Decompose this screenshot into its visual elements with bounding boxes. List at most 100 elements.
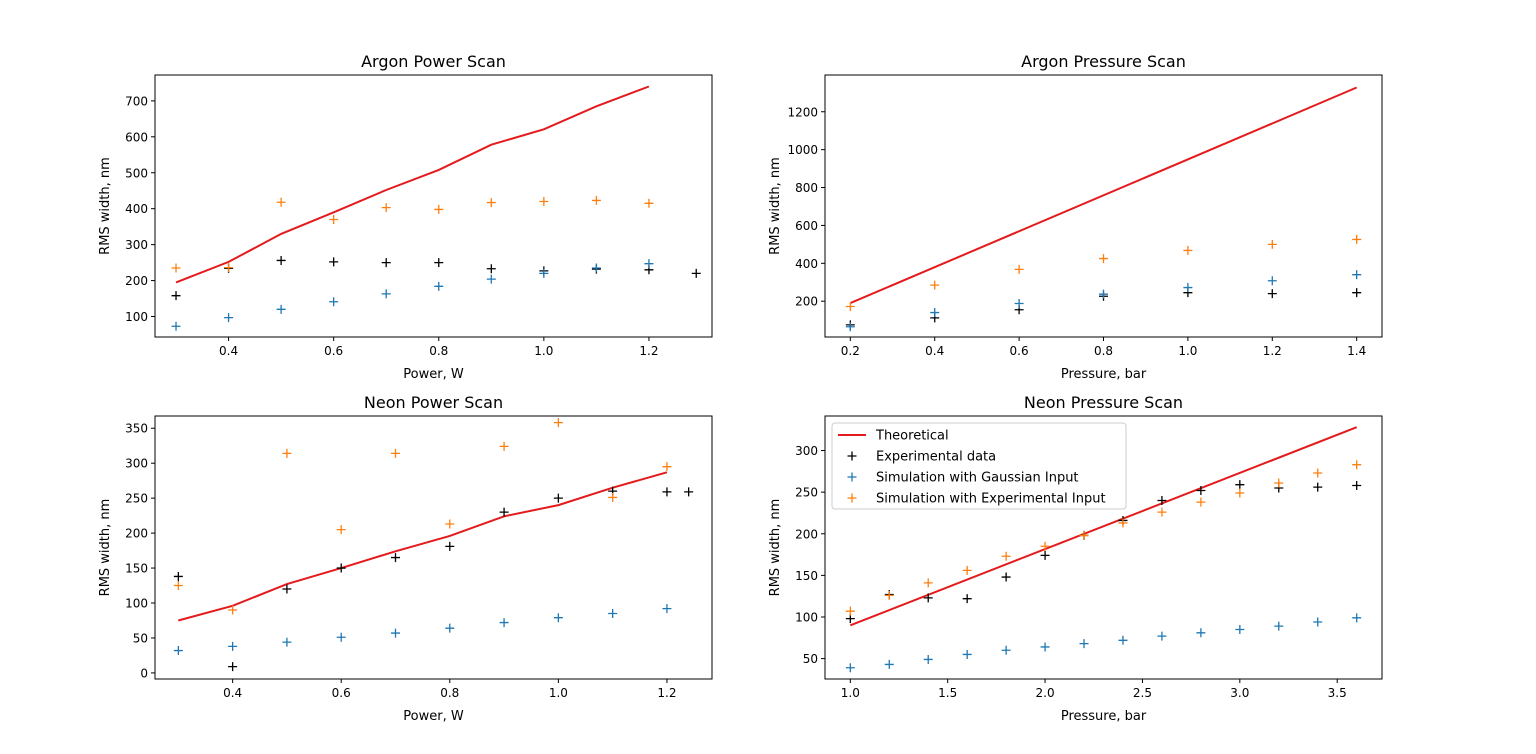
data-point-experimental xyxy=(336,563,346,573)
data-point-experimental xyxy=(1157,495,1167,505)
data-point-experimental-input xyxy=(930,280,940,290)
data-point-gaussian xyxy=(1079,639,1089,649)
data-point-experimental-input xyxy=(445,519,455,529)
data-point-experimental xyxy=(962,594,972,604)
data-point-experimental xyxy=(499,507,509,517)
x-tick-label: 1.4 xyxy=(1347,344,1366,358)
data-point-experimental-input xyxy=(171,263,181,273)
data-point-gaussian xyxy=(1099,289,1108,299)
y-tick-label: 400 xyxy=(795,257,818,271)
data-point-experimental-input xyxy=(1157,507,1167,517)
data-point-gaussian xyxy=(1157,631,1167,641)
data-point-gaussian xyxy=(1235,624,1245,634)
y-tick-label: 400 xyxy=(125,202,148,216)
x-tick-label: 3.0 xyxy=(1230,686,1249,700)
x-tick-label: 3.5 xyxy=(1328,686,1347,700)
y-tick-label: 250 xyxy=(795,486,818,500)
legend-swatch-gaussian xyxy=(847,472,857,482)
legend-label: Simulation with Experimental Input xyxy=(876,492,1106,507)
data-point-experimental xyxy=(1001,572,1011,582)
legend-swatch-experimental-input xyxy=(847,493,857,503)
data-point-experimental-input xyxy=(1040,541,1050,551)
data-point-experimental xyxy=(228,662,238,672)
data-point-experimental-input xyxy=(499,441,509,451)
data-point-gaussian xyxy=(329,297,339,307)
data-point-experimental-input xyxy=(1274,478,1284,488)
data-point-experimental-input xyxy=(282,448,292,458)
data-point-gaussian xyxy=(1183,283,1193,293)
plot-frame xyxy=(154,74,713,338)
data-point-gaussian xyxy=(282,637,292,647)
y-axis-label: RMS width, nm xyxy=(98,499,113,597)
y-tick-label: 800 xyxy=(795,181,818,195)
data-point-experimental-input xyxy=(228,605,238,615)
data-point-experimental xyxy=(1313,482,1323,492)
x-tick-label: 0.8 xyxy=(440,686,459,700)
data-point-experimental xyxy=(445,541,455,551)
series-line-theoretical xyxy=(178,471,668,622)
data-point-gaussian xyxy=(228,641,238,651)
y-tick-label: 1200 xyxy=(787,105,818,119)
data-point-gaussian xyxy=(553,613,563,623)
data-point-experimental xyxy=(486,264,496,274)
legend-label: Simulation with Gaussian Input xyxy=(876,471,1079,486)
y-tick-label: 100 xyxy=(795,610,818,624)
y-tick-label: 50 xyxy=(133,631,148,645)
data-point-gaussian xyxy=(923,654,933,664)
x-tick-label: 0.6 xyxy=(324,344,343,358)
y-tick-label: 50 xyxy=(803,652,818,666)
y-tick-label: 300 xyxy=(795,444,818,458)
data-point-gaussian xyxy=(1352,613,1362,623)
plot-frame xyxy=(824,74,1383,338)
data-point-experimental xyxy=(1040,550,1050,560)
data-point-gaussian xyxy=(171,321,181,331)
legend-box xyxy=(831,422,1127,510)
x-tick-label: 1.0 xyxy=(534,344,553,358)
chart-title: Neon Power Scan xyxy=(364,393,503,412)
y-tick-label: 700 xyxy=(125,94,148,108)
x-tick-label: 0.8 xyxy=(1094,344,1113,358)
x-tick-label: 2.5 xyxy=(1133,686,1152,700)
x-axis-label: Power, W xyxy=(403,709,464,724)
plot-frame xyxy=(154,415,713,680)
x-tick-label: 1.2 xyxy=(639,344,658,358)
y-tick-label: 0 xyxy=(140,666,148,680)
data-point-experimental xyxy=(1196,485,1206,495)
data-point-experimental xyxy=(329,257,339,267)
data-point-experimental-input xyxy=(884,590,894,600)
data-point-experimental xyxy=(1267,289,1277,299)
data-point-experimental xyxy=(662,487,672,497)
chart-panel-1: Argon Power Scan 0.4 0.6 0.8 1.0 1.2 100 200 300… xyxy=(98,52,713,382)
data-point-experimental-input xyxy=(1196,497,1206,507)
data-point-gaussian xyxy=(445,623,455,633)
y-tick-label: 1000 xyxy=(787,143,818,157)
chart-panel-3: Neon Power Scan 0.4 0.6 0.8 1.0 1.2 0 50 100 150 2… xyxy=(98,393,713,724)
data-point-experimental-input xyxy=(962,565,972,575)
y-axis-label: RMS width, nm xyxy=(768,499,783,597)
data-point-gaussian xyxy=(1274,621,1284,631)
data-point-gaussian xyxy=(591,263,601,273)
x-tick-label: 1.0 xyxy=(1178,344,1197,358)
data-point-gaussian xyxy=(539,268,549,278)
data-point-experimental-input xyxy=(1352,234,1362,244)
data-point-experimental xyxy=(434,258,444,268)
data-point-gaussian xyxy=(845,322,855,332)
x-axis-label: Power, W xyxy=(403,367,464,382)
x-tick-label: 1.0 xyxy=(841,686,860,700)
data-point-experimental-input xyxy=(1099,254,1108,264)
data-point-gaussian xyxy=(276,304,286,314)
y-tick-label: 500 xyxy=(125,166,148,180)
chart-panel-2: Argon Pressure Scan 0.2 0.4 0.6 0.8 1.0 1.2 1.4… xyxy=(768,52,1383,382)
data-point-gaussian xyxy=(845,663,855,673)
x-tick-label: 1.0 xyxy=(549,686,568,700)
y-tick-label: 150 xyxy=(125,562,148,576)
data-point-gaussian xyxy=(930,308,940,318)
data-point-experimental-input xyxy=(1079,530,1089,540)
data-point-experimental xyxy=(691,268,701,278)
x-tick-label: 0.4 xyxy=(925,344,944,358)
data-point-experimental-input xyxy=(336,525,346,535)
chart-title: Neon Pressure Scan xyxy=(1024,393,1183,412)
data-point-experimental xyxy=(276,255,286,265)
data-point-gaussian xyxy=(1313,617,1323,627)
y-tick-label: 300 xyxy=(125,238,148,252)
